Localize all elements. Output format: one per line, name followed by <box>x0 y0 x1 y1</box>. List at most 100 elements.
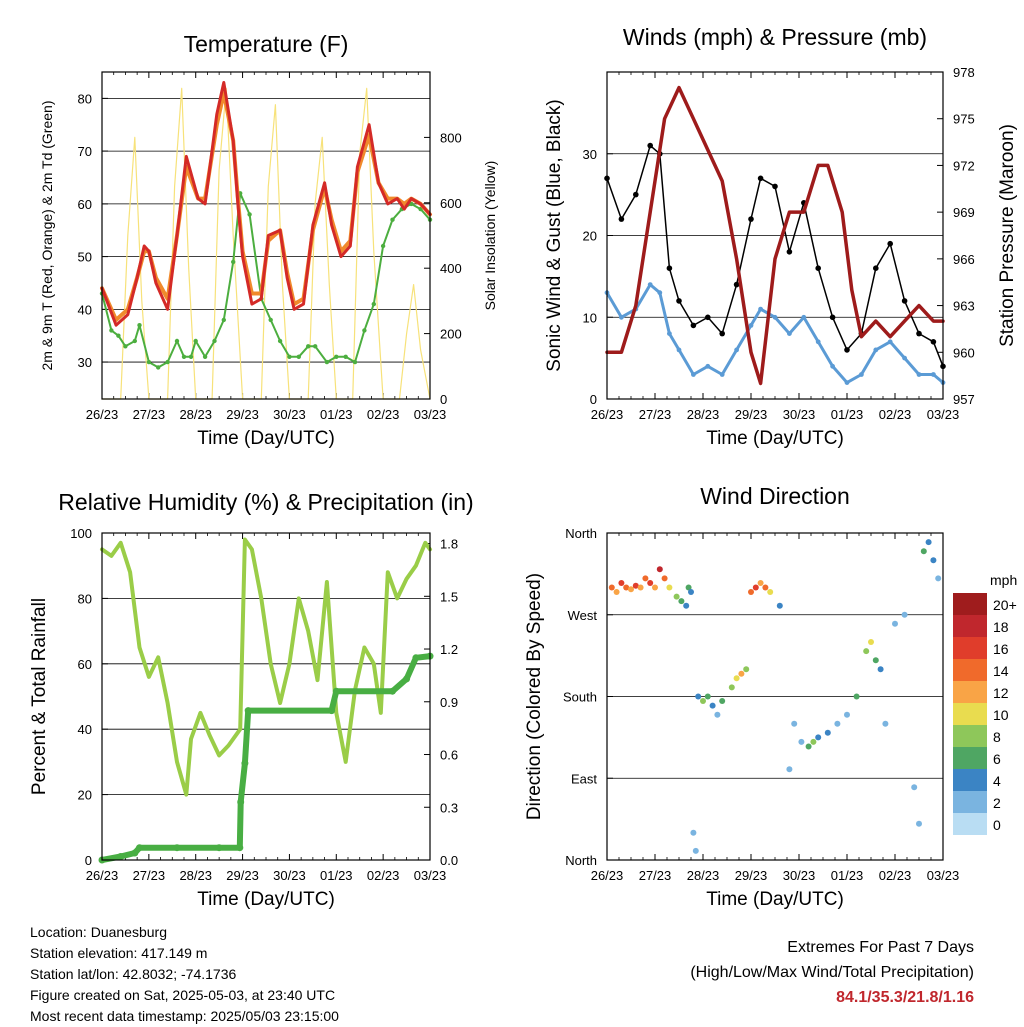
direction-point <box>628 586 634 593</box>
y-tick-label: 70 <box>78 144 92 159</box>
y-tick-label: 20 <box>583 229 597 244</box>
dewpoint-point <box>334 354 339 359</box>
wind-point <box>619 314 624 320</box>
y-right-tick-label: 1.2 <box>440 642 458 657</box>
wind-point <box>859 372 864 377</box>
dewpoint-point <box>132 338 137 344</box>
y-right-tick-label: 0.3 <box>440 800 458 815</box>
winds-pressure-panel: Winds (mph) & Pressure (mb) 26/23 27/23 28/… <box>544 24 1018 449</box>
y-right-tick-label: 975 <box>953 112 975 127</box>
direction-point <box>762 584 769 591</box>
gust-point <box>916 330 922 337</box>
gust-point <box>844 347 850 353</box>
direction-point <box>719 698 726 704</box>
x-tick-label: 28/23 <box>179 407 212 422</box>
legend-swatch <box>953 747 987 769</box>
wind-point <box>647 282 653 287</box>
precip-point <box>236 844 244 852</box>
legend-swatch <box>953 615 987 637</box>
x-tick-label: 27/23 <box>133 868 166 883</box>
wind-point <box>705 363 711 369</box>
direction-point <box>652 584 658 591</box>
dewpoint-point <box>313 344 318 349</box>
legend-swatch <box>953 659 987 681</box>
x-tick-label: 01/23 <box>320 868 353 883</box>
x-tick-label: 02/23 <box>367 868 400 883</box>
x-axis-label: Time (Day/UTC) <box>706 889 844 910</box>
pressure-line <box>605 85 945 386</box>
x-tick-label: 27/23 <box>639 868 672 883</box>
x-tick-label: 03/23 <box>927 868 960 883</box>
extremes-title: Extremes For Past 7 Days <box>787 939 974 956</box>
direction-point <box>791 720 798 727</box>
direction-point <box>911 784 918 791</box>
y-tick-label: 80 <box>78 91 92 106</box>
temperature-panel: Temperature (F) 26/23 27/23 28/23 29/23 30/23… <box>39 31 498 449</box>
y-tick-label: 10 <box>583 310 597 325</box>
direction-point <box>748 589 754 595</box>
wind-direction-panel: Wind Direction 26/23 27/23 28/23 29/23 30/23 0… <box>524 483 1017 910</box>
precip-point <box>412 654 420 662</box>
dewpoint-point <box>188 354 194 359</box>
direction-point <box>613 589 620 595</box>
gust-point <box>786 249 793 255</box>
direction-point <box>892 620 898 627</box>
y-tick-label: South <box>563 690 597 705</box>
direction-point <box>872 657 879 664</box>
gust-point <box>690 322 697 329</box>
wind-point <box>758 306 763 312</box>
chart-title: Temperature (F) <box>184 31 349 57</box>
legend-swatch <box>953 637 987 659</box>
precip-point <box>241 759 249 767</box>
y-right-tick-label: 1.8 <box>440 537 458 552</box>
wind-point <box>931 372 936 377</box>
wind-point <box>657 290 663 296</box>
y-right-tick-label: 0 <box>440 392 447 407</box>
precip-point <box>136 844 143 852</box>
x-tick-label: 26/23 <box>86 868 119 883</box>
direction-point <box>733 675 740 682</box>
wind-point <box>902 355 907 361</box>
legend-label: 10 <box>993 707 1009 723</box>
y-right-tick-label: 966 <box>953 252 975 267</box>
wind-point <box>830 363 835 369</box>
x-tick-label: 03/23 <box>414 407 447 422</box>
x-tick-label: 26/23 <box>86 407 119 422</box>
x-tick-label: 26/23 <box>591 407 624 422</box>
y-axis-label: Direction (Colored By Speed) <box>524 573 545 820</box>
legend-title: mph <box>990 572 1017 588</box>
gust-point <box>901 298 908 304</box>
legend-swatch <box>953 791 987 813</box>
direction-point <box>805 743 812 750</box>
y-tick-label: 100 <box>70 526 92 541</box>
direction-point <box>877 666 884 673</box>
x-tick-label: 28/23 <box>179 868 212 883</box>
x-axis-label: Time (Day/UTC) <box>706 428 844 449</box>
dewpoint-point <box>371 301 376 307</box>
y-right-tick-label: 0.9 <box>440 695 458 710</box>
direction-point <box>757 580 764 586</box>
dewpoint-point <box>324 359 330 365</box>
humidity-precip-panel: Relative Humidity (%) & Precipitation (i… <box>29 489 474 910</box>
extremes-block: Extremes For Past 7 Days (High/Low/Max W… <box>690 935 974 1010</box>
y-tick-label: 40 <box>78 302 92 317</box>
precip-point <box>237 798 245 806</box>
temp-9m-line <box>100 91 432 322</box>
wind-point <box>719 372 725 377</box>
precip-point <box>244 707 252 715</box>
direction-point <box>798 738 805 745</box>
x-tick-label: 29/23 <box>226 407 259 422</box>
direction-point <box>916 820 922 827</box>
y-right-tick-label: 969 <box>953 205 975 220</box>
gust-point <box>666 265 673 272</box>
x-tick-label: 02/23 <box>879 868 912 883</box>
x-tick-label: 30/23 <box>783 407 816 422</box>
precip-point <box>215 844 223 852</box>
y-tick-label: North <box>565 526 597 541</box>
x-tick-label: 01/23 <box>320 407 353 422</box>
y-tick-label: North <box>565 853 597 868</box>
dewpoint-point <box>212 338 217 344</box>
x-tick-label: 27/23 <box>639 407 672 422</box>
direction-point <box>709 702 716 709</box>
